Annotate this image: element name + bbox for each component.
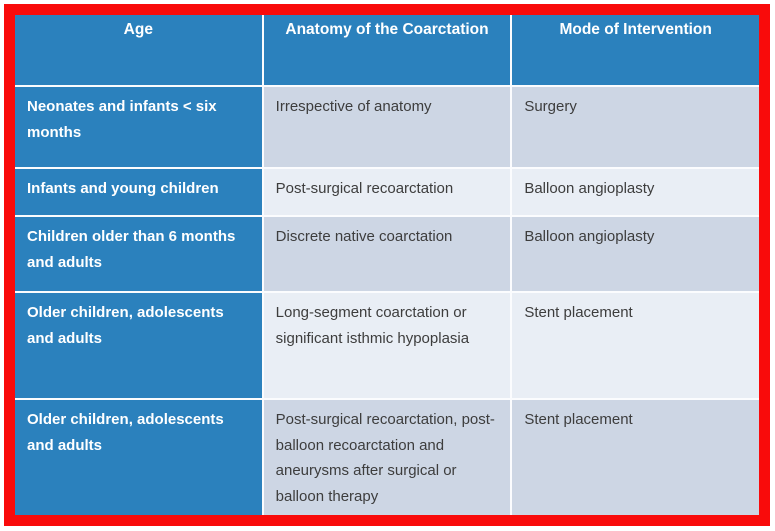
table-row-5-age: Older children, adolescents and adults — [15, 400, 262, 515]
table-row-3-anatomy: Discrete native coarctation — [263, 217, 511, 291]
table-row-4-anatomy: Long-segment coarctation or significant … — [263, 293, 511, 398]
coarctation-intervention-table: Age Anatomy of the Coarctation Mode of I… — [15, 15, 759, 515]
table-row-3-age: Children older than 6 months and adults — [15, 217, 262, 291]
table-row-2-intervention: Balloon angioplasty — [512, 169, 759, 215]
table-row-2-anatomy: Post-surgical recoarctation — [263, 169, 511, 215]
table-border-frame: Age Anatomy of the Coarctation Mode of I… — [4, 4, 770, 526]
header-cell-intervention: Mode of Intervention — [512, 15, 759, 85]
table-row-4-intervention: Stent placement — [512, 293, 759, 398]
table-row-5-anatomy: Post-surgical recoarctation, post-balloo… — [263, 400, 511, 515]
table-row-2-age: Infants and young children — [15, 169, 262, 215]
table-row-3-intervention: Balloon angioplasty — [512, 217, 759, 291]
table-row-1-anatomy: Irrespective of anatomy — [263, 87, 511, 167]
header-cell-anatomy: Anatomy of the Coarctation — [263, 15, 511, 85]
table-row-5-intervention: Stent placement — [512, 400, 759, 515]
table-row-1-age: Neonates and infants < six months — [15, 87, 262, 167]
table-row-1-intervention: Surgery — [512, 87, 759, 167]
header-cell-age: Age — [15, 15, 262, 85]
table-row-4-age: Older children, adolescents and adults — [15, 293, 262, 398]
